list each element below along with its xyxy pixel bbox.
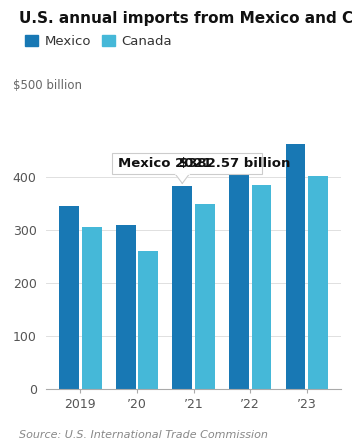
Text: $500 billion: $500 billion [13, 79, 82, 92]
Bar [172, 186, 192, 389]
Bar [252, 185, 271, 389]
FancyBboxPatch shape [112, 153, 262, 175]
Text: Mexico 2021: Mexico 2021 [118, 157, 217, 170]
Bar [285, 144, 306, 389]
Legend: Mexico, Canada: Mexico, Canada [20, 30, 178, 53]
Bar [59, 206, 79, 389]
Bar [195, 204, 215, 389]
Bar [229, 158, 249, 389]
Bar [82, 227, 102, 389]
Text: U.S. annual imports from Mexico and Canada: U.S. annual imports from Mexico and Cana… [19, 11, 352, 26]
Bar [116, 225, 136, 389]
Bar [308, 176, 328, 389]
Polygon shape [176, 175, 189, 183]
Text: Source: U.S. International Trade Commission: Source: U.S. International Trade Commiss… [19, 430, 268, 440]
Text: $382.57 billion: $382.57 billion [180, 157, 291, 170]
Bar [138, 251, 158, 389]
